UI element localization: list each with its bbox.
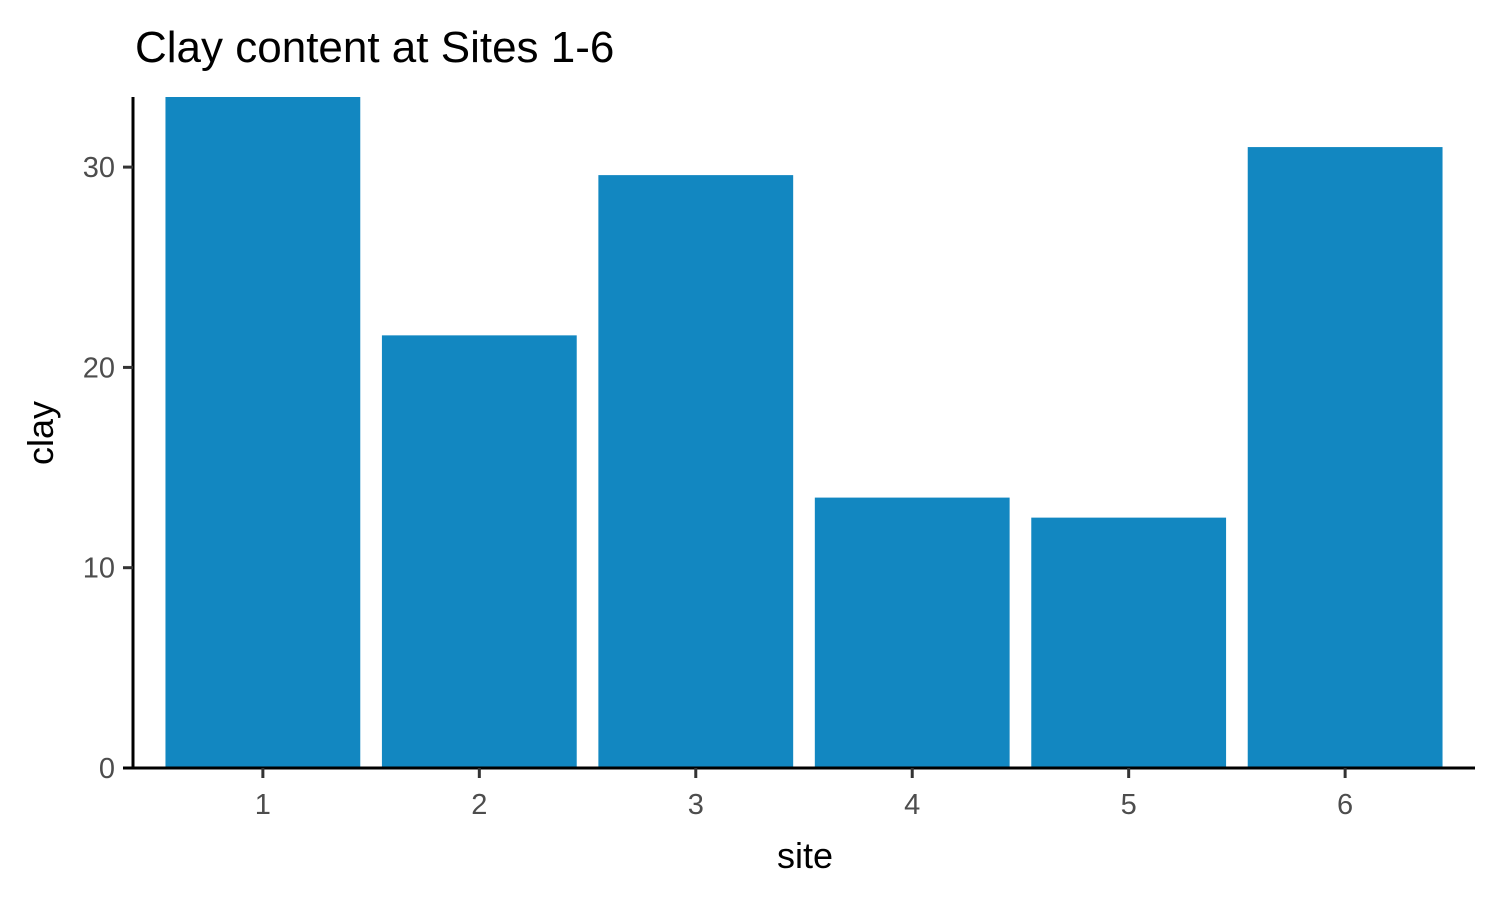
bar-site-6 (1247, 147, 1443, 768)
bar-group (165, 97, 1443, 768)
y-tick-label: 20 (83, 352, 115, 384)
x-tick-label: 4 (904, 789, 920, 821)
bar-site-2 (381, 335, 577, 768)
bar-site-1 (165, 97, 361, 768)
y-axis-title: clay (20, 401, 61, 465)
bar-site-3 (598, 175, 794, 768)
x-axis: 1 2 3 4 5 6 (123, 766, 1475, 821)
x-axis-title: site (777, 835, 833, 876)
x-tick-label: 5 (1121, 789, 1137, 821)
x-tick-label: 6 (1337, 789, 1353, 821)
bar-site-4 (814, 497, 1010, 768)
y-axis: 0 10 20 30 (83, 97, 135, 785)
y-tick-label: 30 (83, 152, 115, 184)
y-tick-label: 10 (83, 553, 115, 585)
y-tick-label: 0 (99, 753, 115, 785)
x-tick-label: 3 (688, 789, 704, 821)
bar-site-5 (1031, 517, 1227, 768)
x-tick-label: 2 (471, 789, 487, 821)
chart-title: Clay content at Sites 1-6 (135, 23, 614, 72)
x-tick-label: 1 (255, 789, 271, 821)
